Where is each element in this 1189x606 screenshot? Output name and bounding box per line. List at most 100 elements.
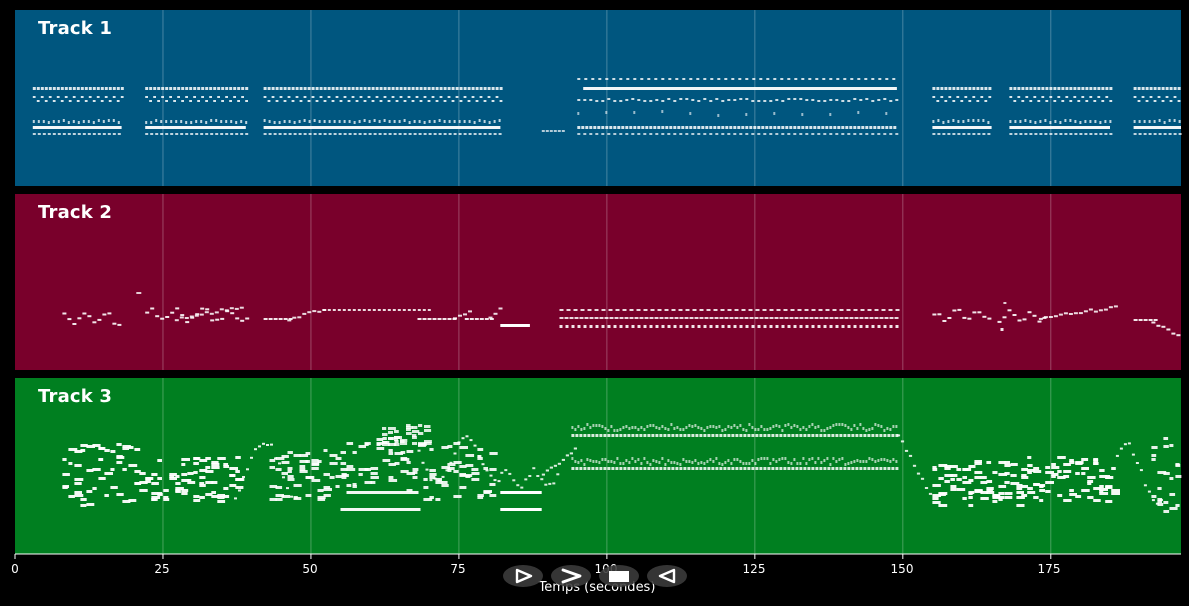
note [437,318,442,320]
note [1063,312,1068,315]
note [610,425,613,428]
note [47,121,50,124]
note [199,476,206,479]
note [358,468,367,471]
x-tick-label: 75 [450,562,466,576]
note [1037,320,1042,323]
note [499,100,503,102]
note [136,292,142,294]
note [757,126,761,129]
note [453,120,456,123]
note [889,133,893,135]
note [747,434,751,437]
note [613,461,616,464]
note [751,426,754,429]
note [458,314,462,317]
note [881,309,886,311]
note [685,98,689,100]
note [245,87,249,90]
note [844,463,847,466]
note [695,467,699,470]
note [134,448,141,451]
note [1089,96,1093,98]
note [181,87,185,90]
note [962,468,969,471]
rewind-button[interactable] [647,565,687,587]
note [286,487,289,490]
note [1165,96,1169,98]
note [721,429,724,432]
stop-button[interactable] [599,565,639,587]
note [104,494,109,497]
note [611,467,615,470]
note [564,317,569,319]
note [418,120,421,123]
note [163,496,169,499]
note [358,445,366,448]
fast-forward-button[interactable] [551,565,591,587]
note [189,87,193,90]
note [998,496,1005,499]
note [418,432,424,435]
note [807,434,811,437]
note [161,96,164,98]
note [811,325,815,328]
note [453,495,462,498]
note [1049,87,1053,90]
note [628,427,631,430]
play-button[interactable] [503,565,543,587]
note [799,428,802,431]
note [715,457,718,460]
note [128,464,138,467]
note [67,318,72,321]
note [1088,308,1093,311]
note [388,431,393,434]
note [1033,467,1040,470]
note [199,313,204,316]
note [763,325,767,328]
note [353,133,357,135]
note [631,434,635,437]
note [165,120,168,123]
note [62,119,65,122]
note [735,467,739,470]
note [804,309,809,311]
note [287,96,291,98]
note [335,485,340,488]
note [74,494,84,497]
note [348,133,352,135]
note [151,473,158,476]
note [847,426,850,429]
note [683,434,687,437]
note [974,471,983,474]
note [820,429,823,432]
note [1169,477,1174,480]
note [709,126,713,129]
note [139,489,148,492]
note [587,309,592,311]
note [622,462,625,465]
note [574,460,577,463]
note [679,434,683,437]
note [1127,442,1131,445]
note [744,317,749,319]
note [811,309,816,311]
note [883,133,887,135]
note [378,491,383,494]
note [424,442,432,445]
note [367,309,371,311]
note [976,87,980,90]
note [691,461,694,464]
note [403,100,407,102]
note [305,476,315,479]
note [573,447,577,450]
note [703,98,707,100]
note [1163,510,1170,513]
note [187,479,192,482]
note [868,457,871,460]
note [368,120,371,123]
note [607,325,611,328]
note [853,133,857,135]
note [429,479,433,482]
note [463,87,467,90]
